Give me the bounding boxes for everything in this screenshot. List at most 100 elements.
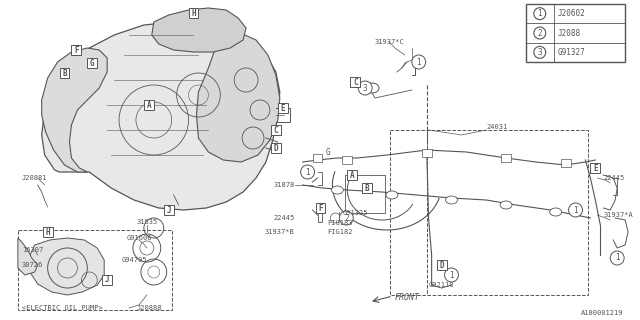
Polygon shape <box>196 32 280 162</box>
Text: 3: 3 <box>538 48 542 57</box>
Bar <box>590 163 600 173</box>
Text: 3: 3 <box>363 84 367 92</box>
Bar <box>501 154 511 162</box>
Text: 1: 1 <box>573 205 578 214</box>
Text: F: F <box>318 204 323 212</box>
Bar <box>350 77 360 87</box>
Polygon shape <box>42 48 107 172</box>
Text: G92110: G92110 <box>429 282 454 288</box>
Bar <box>362 183 372 193</box>
Text: F: F <box>74 45 79 54</box>
Text: 31835: 31835 <box>136 219 157 225</box>
Bar <box>144 100 154 110</box>
Bar <box>342 156 352 164</box>
Text: D: D <box>439 260 444 269</box>
Ellipse shape <box>550 208 562 216</box>
Text: 1: 1 <box>538 9 542 18</box>
Circle shape <box>301 165 314 179</box>
Bar <box>436 260 447 270</box>
Text: FRONT: FRONT <box>395 293 420 302</box>
Circle shape <box>445 268 458 282</box>
Text: D: D <box>273 143 278 153</box>
Bar <box>43 227 52 237</box>
Text: E: E <box>280 103 285 113</box>
Text: 16307: 16307 <box>22 247 43 253</box>
Circle shape <box>534 46 546 58</box>
Circle shape <box>534 27 546 39</box>
Text: G91327: G91327 <box>557 48 586 57</box>
Text: 31937*C: 31937*C <box>374 39 404 45</box>
Bar <box>561 159 570 167</box>
Text: 22445: 22445 <box>604 175 625 181</box>
Text: 31937*A: 31937*A <box>604 212 633 218</box>
Bar <box>271 125 281 135</box>
Bar <box>278 103 288 113</box>
Polygon shape <box>18 238 38 275</box>
Polygon shape <box>152 8 246 52</box>
Text: 1: 1 <box>305 167 310 177</box>
Bar <box>87 58 97 68</box>
Circle shape <box>412 55 426 69</box>
Text: J20888: J20888 <box>137 305 163 311</box>
Text: B: B <box>62 68 67 77</box>
Ellipse shape <box>500 201 512 209</box>
Text: A180001219: A180001219 <box>580 310 623 316</box>
Text: J: J <box>105 276 109 284</box>
Text: FIG183: FIG183 <box>328 220 353 226</box>
Text: H: H <box>45 228 50 236</box>
Text: J20602: J20602 <box>557 9 586 18</box>
Bar <box>390 130 588 295</box>
Text: A: A <box>350 171 355 180</box>
Text: <ELECTRIC OIL PUMP>: <ELECTRIC OIL PUMP> <box>22 305 102 311</box>
Ellipse shape <box>365 83 379 93</box>
Text: B: B <box>365 183 369 193</box>
Bar <box>312 154 323 162</box>
Bar <box>316 203 326 213</box>
Text: 22445: 22445 <box>273 215 294 221</box>
Text: E: E <box>593 164 598 172</box>
Ellipse shape <box>386 191 398 199</box>
Ellipse shape <box>332 186 343 194</box>
Polygon shape <box>28 238 104 295</box>
Text: J20881: J20881 <box>22 175 47 181</box>
Bar <box>18 230 172 310</box>
Bar <box>348 170 357 180</box>
Text: G: G <box>90 59 95 68</box>
Circle shape <box>339 211 353 225</box>
Text: J2088: J2088 <box>557 28 580 37</box>
Text: 2: 2 <box>344 213 349 222</box>
Text: 1: 1 <box>615 253 620 262</box>
Circle shape <box>358 81 372 95</box>
Bar <box>60 68 70 78</box>
Text: 31878: 31878 <box>273 182 294 188</box>
Circle shape <box>568 203 582 217</box>
Text: G91606: G91606 <box>126 235 152 241</box>
Text: C: C <box>273 125 278 134</box>
Text: G: G <box>325 148 330 156</box>
Bar <box>189 8 198 18</box>
Text: 1: 1 <box>449 270 454 279</box>
Circle shape <box>330 213 340 223</box>
Text: A: A <box>147 100 151 109</box>
Bar <box>102 275 112 285</box>
Bar <box>526 4 625 62</box>
Text: H: H <box>191 9 196 18</box>
Bar <box>164 205 173 215</box>
Polygon shape <box>42 22 280 210</box>
Text: J: J <box>166 205 171 214</box>
Text: 30726: 30726 <box>22 262 43 268</box>
Text: 24031: 24031 <box>486 124 508 130</box>
Text: G91325: G91325 <box>342 210 368 216</box>
Text: 31937*B: 31937*B <box>265 229 294 235</box>
Bar <box>346 175 385 213</box>
Text: 2: 2 <box>538 28 542 37</box>
Bar <box>72 45 81 55</box>
Bar <box>422 149 431 157</box>
Text: G94705: G94705 <box>122 257 147 263</box>
Text: 1: 1 <box>417 58 421 67</box>
Ellipse shape <box>445 196 458 204</box>
Circle shape <box>534 8 546 20</box>
Circle shape <box>611 251 624 265</box>
Bar <box>271 143 281 153</box>
Text: FIG182: FIG182 <box>328 229 353 235</box>
